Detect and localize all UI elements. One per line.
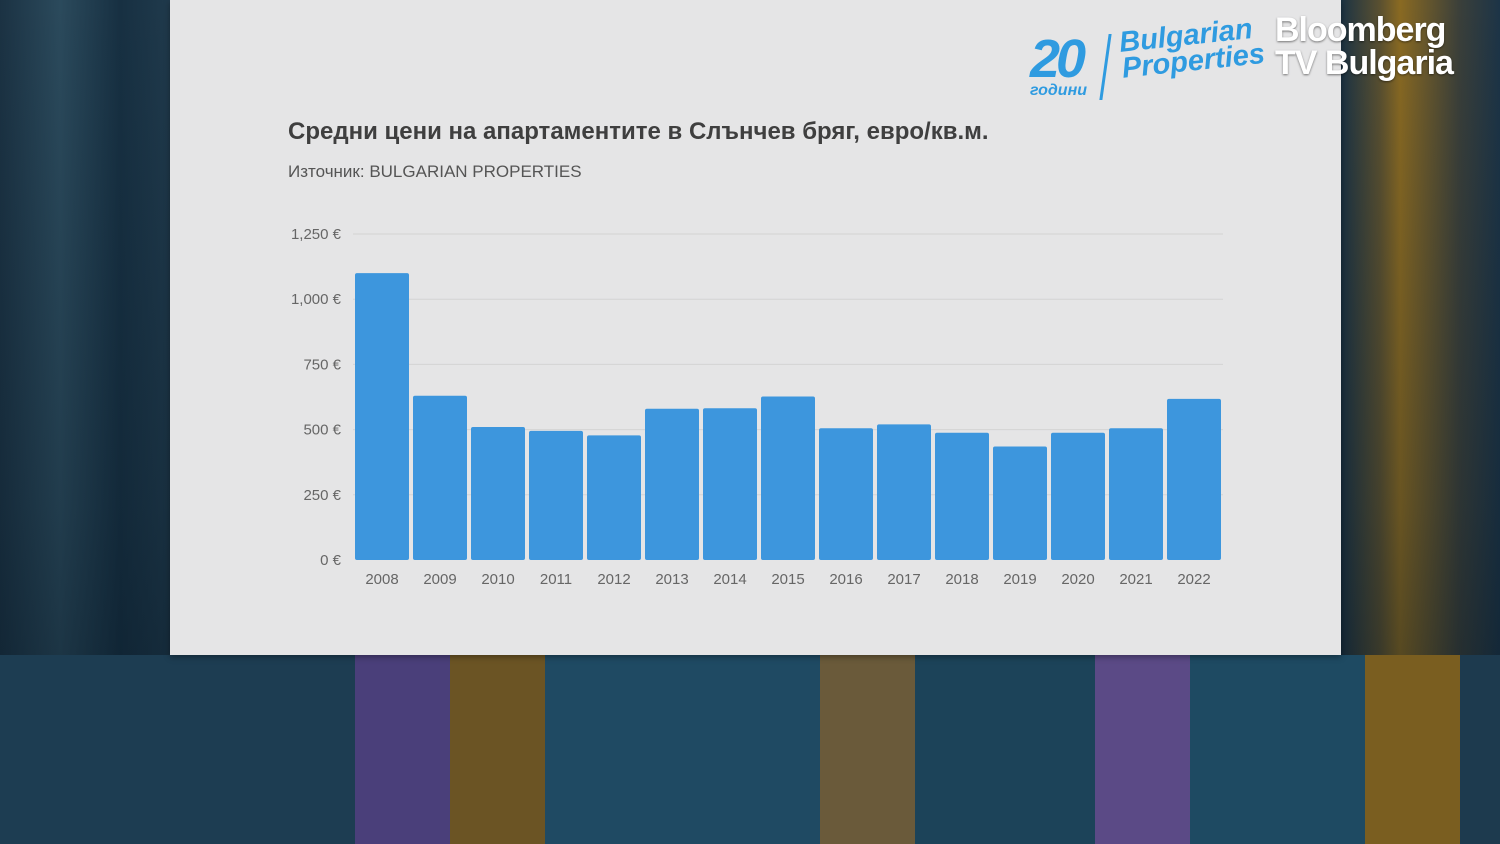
bar	[587, 435, 641, 560]
bar	[993, 446, 1047, 560]
x-tick-label: 2010	[481, 571, 514, 588]
bar	[1109, 428, 1163, 560]
bg-stripe	[1095, 655, 1190, 844]
bg-stripe	[355, 655, 450, 844]
bar	[471, 426, 525, 560]
x-tick-label: 2019	[1003, 571, 1036, 588]
bar	[1167, 398, 1221, 560]
channel-logo-line2: TV Bulgaria	[1275, 44, 1454, 82]
bg-stripe	[450, 655, 545, 844]
chart-title: Средни цени на апартаментите в Слънчев б…	[288, 118, 989, 145]
x-tick-label: 2015	[771, 571, 804, 588]
anniversary-logo-number: 20	[1030, 29, 1086, 89]
bar	[761, 396, 815, 560]
y-tick-label: 1,250 €	[291, 226, 342, 243]
bg-stripe	[0, 655, 355, 844]
y-tick-label: 1,000 €	[291, 291, 342, 308]
x-tick-label: 2013	[655, 571, 688, 588]
channel-logo-line1: Bloomberg	[1275, 11, 1446, 49]
y-tick-label: 0 €	[320, 552, 342, 569]
channel-logo: Bloomberg TV Bulgaria	[1275, 11, 1454, 82]
bar	[355, 273, 409, 560]
bar	[1051, 432, 1105, 560]
bar	[529, 430, 583, 560]
x-tick-label: 2016	[829, 571, 862, 588]
x-tick-label: 2021	[1119, 571, 1152, 588]
bar	[645, 408, 699, 560]
x-tick-label: 2014	[713, 571, 746, 588]
anniversary-logo-years: години	[1030, 82, 1088, 99]
bg-stripe	[915, 655, 1095, 844]
y-tick-label: 250 €	[303, 487, 341, 504]
y-tick-label: 500 €	[303, 422, 341, 439]
x-tick-label: 2008	[365, 571, 398, 588]
x-tick-label: 2020	[1061, 571, 1094, 588]
x-tick-label: 2012	[597, 571, 630, 588]
bar	[819, 428, 873, 560]
bar	[703, 408, 757, 560]
chart-bars	[355, 273, 1221, 560]
bg-stripe	[1460, 655, 1500, 844]
bar	[413, 395, 467, 560]
bar	[935, 432, 989, 560]
bar	[877, 424, 931, 560]
x-tick-label: 2009	[423, 571, 456, 588]
x-tick-label: 2011	[540, 571, 572, 588]
bg-stripe	[545, 655, 820, 844]
bg-stripe	[1365, 655, 1460, 844]
y-axis: 0 € 250 € 500 € 750 € 1,000 € 1,250 €	[291, 226, 342, 569]
y-tick-label: 750 €	[303, 356, 341, 373]
bg-stripe	[1190, 655, 1365, 844]
x-tick-label: 2022	[1177, 571, 1210, 588]
bg-stripe	[820, 655, 915, 844]
x-tick-label: 2018	[945, 571, 978, 588]
x-axis: 2008 2009 2010 2011 2012 2013 2014 2015 2016 2017…	[365, 571, 1210, 588]
x-tick-label: 2017	[887, 571, 920, 588]
chart-source: Източник: BULGARIAN PROPERTIES	[288, 162, 582, 181]
